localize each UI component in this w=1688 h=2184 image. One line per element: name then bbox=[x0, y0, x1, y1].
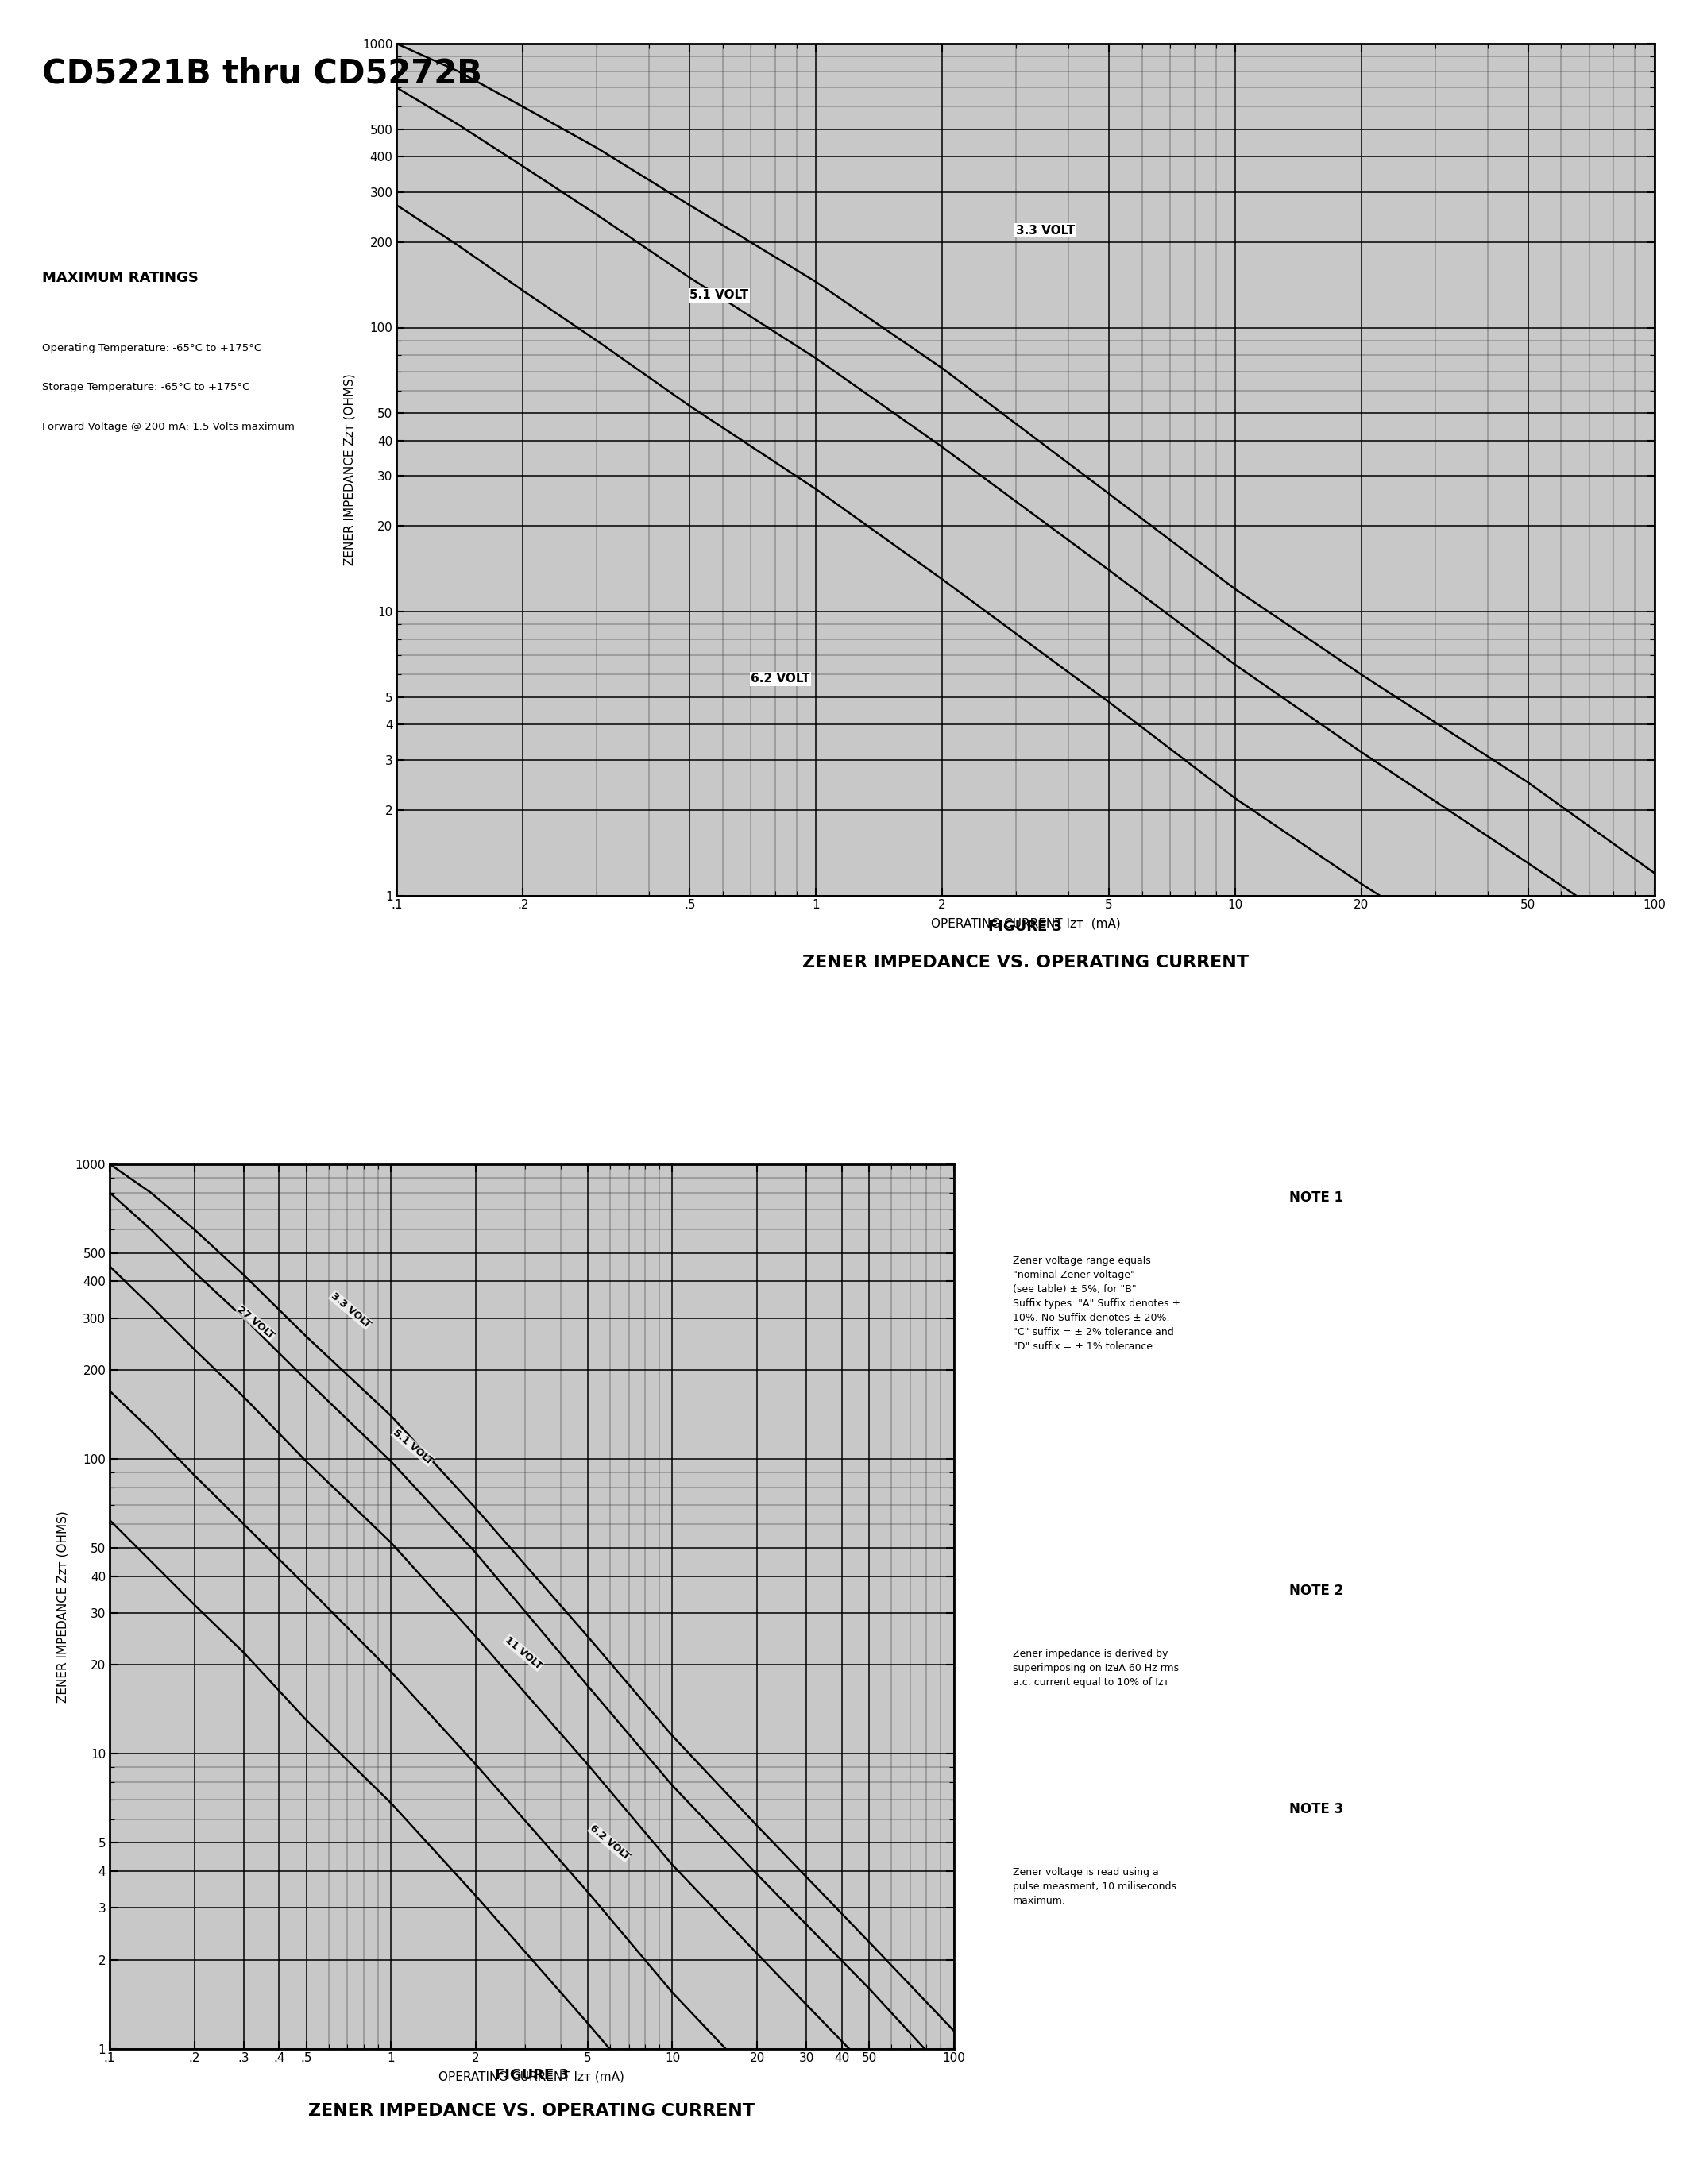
Text: CD5221B thru CD5272B: CD5221B thru CD5272B bbox=[42, 57, 483, 90]
X-axis label: OPERATING CURRENT Iᴢᴛ  (mA): OPERATING CURRENT Iᴢᴛ (mA) bbox=[930, 917, 1121, 930]
Text: FIGURE 3: FIGURE 3 bbox=[989, 919, 1062, 935]
Text: 5.1 VOLT: 5.1 VOLT bbox=[392, 1426, 436, 1465]
Text: Zener impedance is derived by
superimposing on IᴢᴚA 60 Hz rms
a.c. current equal: Zener impedance is derived by superimpos… bbox=[1013, 1649, 1178, 1688]
Text: MAXIMUM RATINGS: MAXIMUM RATINGS bbox=[42, 271, 199, 286]
Text: NOTE 3: NOTE 3 bbox=[1290, 1802, 1344, 1817]
Text: NOTE 2: NOTE 2 bbox=[1290, 1583, 1344, 1599]
Text: 3.3 VOLT: 3.3 VOLT bbox=[329, 1291, 373, 1330]
Text: Zener voltage is read using a
pulse measment, 10 miliseconds
maximum.: Zener voltage is read using a pulse meas… bbox=[1013, 1867, 1177, 1907]
X-axis label: OPERATING CURRENT Iᴢᴛ (mA): OPERATING CURRENT Iᴢᴛ (mA) bbox=[439, 2070, 625, 2084]
Text: FIGURE 3: FIGURE 3 bbox=[495, 2068, 569, 2084]
Y-axis label: ZENER IMPEDANCE Zᴢᴛ (OHMS): ZENER IMPEDANCE Zᴢᴛ (OHMS) bbox=[344, 373, 356, 566]
Text: 11 VOLT: 11 VOLT bbox=[503, 1634, 544, 1671]
Text: Storage Temperature: -65°C to +175°C: Storage Temperature: -65°C to +175°C bbox=[42, 382, 250, 393]
Text: 6.2 VOLT: 6.2 VOLT bbox=[587, 1824, 631, 1863]
Text: NOTE 1: NOTE 1 bbox=[1290, 1190, 1344, 1206]
Text: 6.2 VOLT: 6.2 VOLT bbox=[751, 673, 810, 684]
Text: 3.3 VOLT: 3.3 VOLT bbox=[1016, 225, 1075, 236]
Text: ZENER IMPEDANCE VS. OPERATING CURRENT: ZENER IMPEDANCE VS. OPERATING CURRENT bbox=[309, 2103, 755, 2118]
Text: Zener voltage range equals
"nominal Zener voltage"
(see table) ± 5%, for "B"
Suf: Zener voltage range equals "nominal Zene… bbox=[1013, 1256, 1180, 1352]
Y-axis label: ZENER IMPEDANCE Zᴢᴛ (OHMS): ZENER IMPEDANCE Zᴢᴛ (OHMS) bbox=[57, 1511, 69, 1701]
Text: ZENER IMPEDANCE VS. OPERATING CURRENT: ZENER IMPEDANCE VS. OPERATING CURRENT bbox=[802, 954, 1249, 970]
Text: 5.1 VOLT: 5.1 VOLT bbox=[690, 288, 748, 301]
Text: 27 VOLT: 27 VOLT bbox=[236, 1304, 277, 1341]
Text: Operating Temperature: -65°C to +175°C: Operating Temperature: -65°C to +175°C bbox=[42, 343, 262, 354]
Text: Forward Voltage @ 200 mA: 1.5 Volts maximum: Forward Voltage @ 200 mA: 1.5 Volts maxi… bbox=[42, 422, 295, 432]
